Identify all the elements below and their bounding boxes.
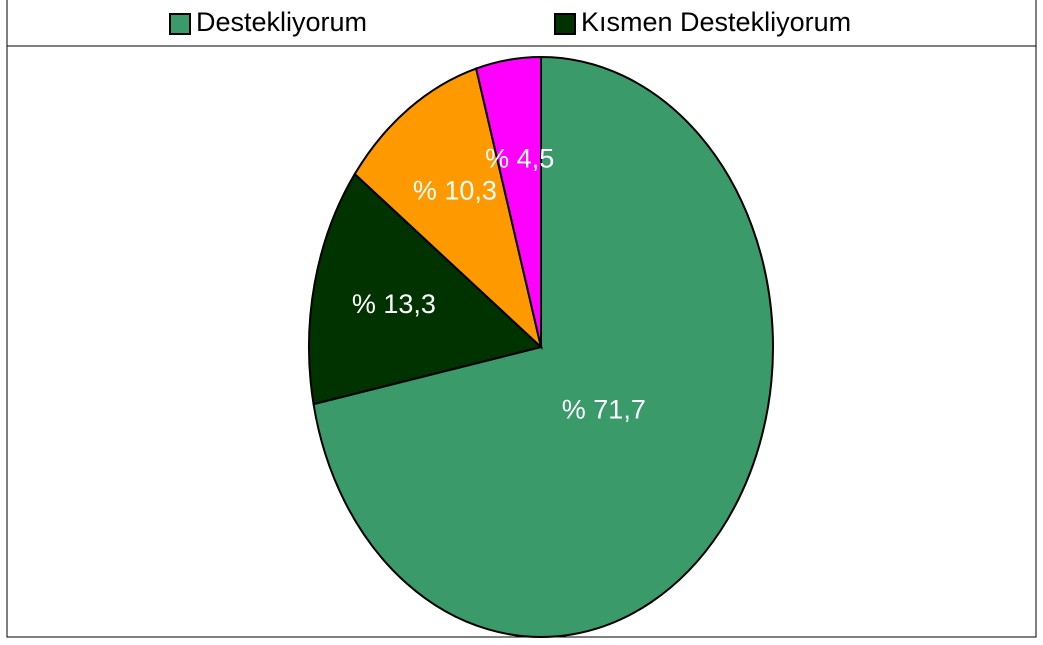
- legend-label: Kısmen Destekliyorum: [581, 7, 851, 37]
- pie-slice: [353, 67, 543, 350]
- legend-label: Destekliyorum: [196, 7, 367, 37]
- data-label: % 71,7: [562, 394, 646, 424]
- data-label: % 10,3: [413, 175, 497, 205]
- legend-swatch: [169, 13, 191, 35]
- pie-slice: [474, 55, 542, 348]
- pie-slice: [308, 172, 544, 406]
- pie-slice: [312, 55, 774, 638]
- data-label: % 4,5: [485, 144, 554, 174]
- legend-swatch: [554, 13, 576, 35]
- data-label: % 13,3: [352, 289, 436, 319]
